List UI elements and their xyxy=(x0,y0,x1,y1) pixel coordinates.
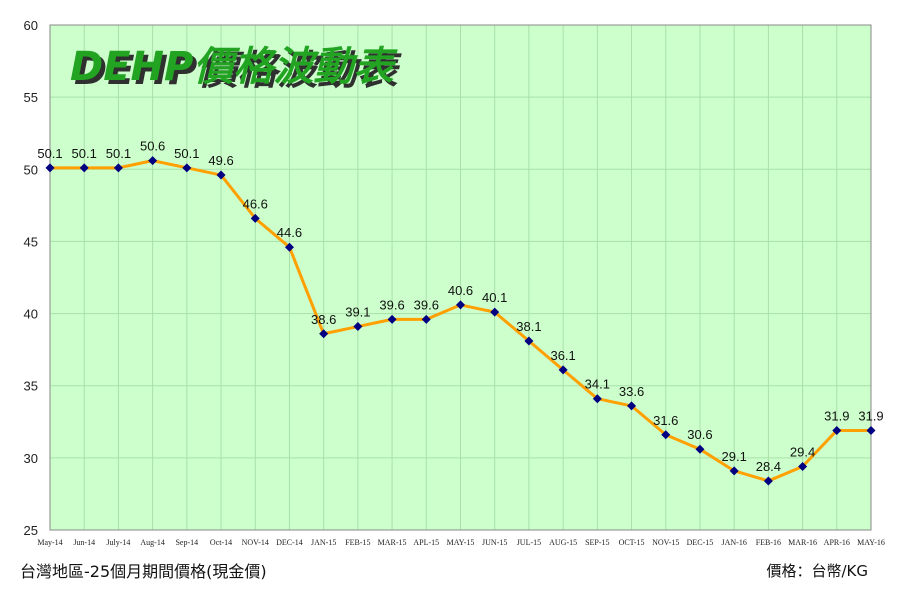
series-line-layer xyxy=(45,156,876,486)
x-tick-label: FEB-15 xyxy=(345,538,370,547)
chart-title-shadow: DEHP價格波動表 xyxy=(74,48,402,94)
x-tick-label: DEC-14 xyxy=(276,538,303,547)
data-label: 39.1 xyxy=(345,305,370,320)
data-label: 29.1 xyxy=(722,449,747,464)
y-tick-label: 30 xyxy=(24,451,38,466)
data-point-marker xyxy=(558,365,568,375)
data-label: 39.6 xyxy=(414,297,439,312)
data-label: 50.1 xyxy=(106,146,131,161)
data-point-marker xyxy=(524,336,534,346)
data-label: 50.6 xyxy=(140,139,165,154)
data-label: 38.1 xyxy=(516,319,541,334)
data-point-marker xyxy=(182,163,192,173)
data-point-marker xyxy=(592,394,602,404)
data-point-marker xyxy=(353,322,363,332)
data-point-marker xyxy=(866,425,876,435)
x-tick-label: SEP-15 xyxy=(585,538,609,547)
data-point-marker xyxy=(627,401,637,411)
x-tick-label: July-14 xyxy=(106,538,130,547)
x-tick-label: JUN-15 xyxy=(482,538,507,547)
x-tick-label: OCT-15 xyxy=(619,538,645,547)
data-labels: 50.1 50.1 50.1 50.6 50.1 49.6 46.6 44.6 38.6 39.1… xyxy=(37,139,883,474)
data-point-marker xyxy=(148,156,158,166)
data-label: 31.9 xyxy=(824,408,849,423)
x-tick-label: NOV-15 xyxy=(652,538,679,547)
data-label: 31.6 xyxy=(653,413,678,428)
data-label: 39.6 xyxy=(379,297,404,312)
data-label: 50.1 xyxy=(72,146,97,161)
data-label: 28.4 xyxy=(756,459,781,474)
data-point-marker xyxy=(456,300,465,310)
data-point-marker xyxy=(729,466,739,476)
data-point-marker xyxy=(45,163,55,173)
x-tick-label: APL-15 xyxy=(413,538,439,547)
footer-note-region: 台灣地區-25個月期間價格(現金價) xyxy=(20,562,267,581)
x-tick-label: JAN-16 xyxy=(721,538,746,547)
y-tick-label: 60 xyxy=(24,18,38,33)
x-tick-label: DEC-15 xyxy=(687,538,714,547)
data-point-marker xyxy=(763,476,773,486)
chart-title: DEHP價格波動表 xyxy=(70,44,398,90)
data-point-marker xyxy=(319,329,329,339)
data-label: 44.6 xyxy=(277,225,302,240)
y-tick-label: 25 xyxy=(24,523,38,538)
data-point-marker xyxy=(216,170,226,180)
y-tick-label: 55 xyxy=(24,90,38,105)
x-tick-label: Jun-14 xyxy=(73,538,95,547)
data-label: 34.1 xyxy=(585,377,610,392)
data-label: 40.6 xyxy=(448,283,473,298)
x-tick-label: FEB-16 xyxy=(756,538,781,547)
x-tick-label: JUL-15 xyxy=(517,538,541,547)
x-tick-label: Sep-14 xyxy=(175,538,198,547)
x-tick-label: Oct-14 xyxy=(210,538,232,547)
x-tick-label: MAY-15 xyxy=(447,538,475,547)
data-point-marker xyxy=(421,314,431,324)
data-label: 36.1 xyxy=(550,348,575,363)
x-tick-label: MAY-16 xyxy=(857,538,885,547)
data-label: 50.1 xyxy=(37,146,62,161)
x-tick-label: MAR-15 xyxy=(378,538,407,547)
plot-border xyxy=(49,24,872,531)
data-label: 31.9 xyxy=(858,408,883,423)
x-tick-label: Aug-14 xyxy=(140,538,164,547)
x-tick-label: JAN-15 xyxy=(311,538,336,547)
x-tick-label: APR-16 xyxy=(824,538,850,547)
x-tick-label: AUG-15 xyxy=(549,538,577,547)
data-point-marker xyxy=(284,242,294,252)
footer-note-unit: 價格：台幣/KG xyxy=(766,562,868,580)
data-point-marker xyxy=(387,314,397,324)
data-point-marker xyxy=(113,163,123,173)
chart-title-group: DEHP價格波動表 DEHP價格波動表 xyxy=(70,44,402,94)
data-point-marker xyxy=(490,307,500,317)
data-label: 50.1 xyxy=(174,146,199,161)
data-label: 46.6 xyxy=(243,196,268,211)
data-label: 33.6 xyxy=(619,384,644,399)
data-label: 30.6 xyxy=(687,427,712,442)
y-tick-label: 40 xyxy=(24,307,38,322)
x-tick-label: May-14 xyxy=(37,538,62,547)
x-tick-label: NOV-14 xyxy=(242,538,269,547)
data-point-marker xyxy=(250,213,260,223)
y-tick-label: 50 xyxy=(24,162,38,177)
data-label: 49.6 xyxy=(208,153,233,168)
data-label: 29.4 xyxy=(790,445,815,460)
axes: 25 30 35 40 45 50 55 60 May-14 Jun-14 July-14 Aug-1… xyxy=(24,18,885,547)
data-point-marker xyxy=(832,425,842,435)
data-point-marker xyxy=(695,444,705,454)
y-tick-label: 45 xyxy=(24,234,38,249)
data-label: 40.1 xyxy=(482,290,507,305)
x-tick-label: MAR-16 xyxy=(788,538,817,547)
data-label: 38.6 xyxy=(311,312,336,327)
data-point-marker xyxy=(798,462,808,472)
y-tick-label: 35 xyxy=(24,379,38,394)
data-point-marker xyxy=(661,430,671,440)
data-point-marker xyxy=(79,163,89,173)
